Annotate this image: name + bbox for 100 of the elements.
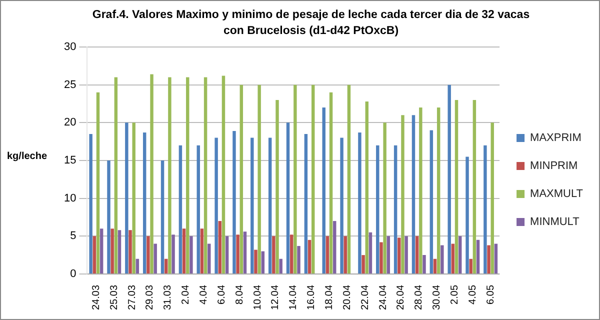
- bar: [484, 145, 487, 274]
- y-tick-label: 25: [64, 78, 76, 91]
- bar: [398, 238, 401, 274]
- x-tick-label: 16.04: [306, 284, 318, 310]
- x-tick-label: 24.03: [90, 284, 102, 310]
- bar: [142, 132, 146, 274]
- bar: [494, 244, 498, 274]
- bar: [222, 76, 226, 274]
- y-axis-title: kg/leche: [7, 151, 48, 162]
- bar: [308, 240, 312, 274]
- bar: [476, 240, 480, 274]
- bar: [276, 100, 279, 274]
- bar: [172, 234, 175, 274]
- bar: [250, 138, 254, 274]
- bar: [329, 92, 333, 274]
- bar: [401, 115, 404, 274]
- x-tick-label: 18.04: [324, 284, 335, 310]
- x-tick-label: 22.04: [360, 284, 371, 310]
- bar: [232, 130, 236, 274]
- bar: [440, 245, 444, 274]
- y-tick-label: 20: [64, 116, 76, 129]
- x-tick-label: 14.04: [288, 284, 300, 310]
- bar: [380, 242, 383, 274]
- chart-title: Graf.4. Valores Maximo y minimo de pesaje de leche cada tercer dia de 32 vacas con Brucelosis (d1-d42 PtOxcB): [91, 8, 531, 39]
- bar: [419, 108, 422, 274]
- bar: [333, 221, 336, 274]
- bar: [487, 245, 490, 274]
- bar: [415, 236, 419, 274]
- bar: [225, 236, 229, 274]
- bar: [422, 255, 426, 274]
- bar: [190, 236, 193, 274]
- bar: [261, 251, 265, 274]
- bar: [150, 74, 154, 274]
- bar: [204, 77, 208, 274]
- bar: [347, 84, 351, 274]
- bar: [160, 160, 164, 274]
- bar: [404, 236, 408, 274]
- x-tick-label: 4.05: [467, 284, 478, 304]
- x-tick-label: 25.03: [108, 284, 120, 310]
- bar: [451, 244, 455, 274]
- bar: [297, 246, 300, 274]
- bar: [114, 77, 118, 274]
- legend-label: MINPRIM: [530, 160, 578, 172]
- bar: [368, 232, 372, 274]
- bar: [128, 230, 132, 274]
- bar: [322, 108, 326, 274]
- bar: [365, 101, 368, 274]
- y-tick-label: 30: [64, 41, 76, 54]
- bar: [164, 258, 168, 274]
- x-tick-label: 24.04: [378, 284, 389, 310]
- bar: [294, 84, 297, 274]
- bar: [214, 138, 218, 274]
- bar: [92, 236, 96, 274]
- bar: [100, 228, 104, 274]
- bar: [236, 234, 240, 274]
- bar: [454, 100, 458, 274]
- bar: [182, 228, 186, 274]
- x-tick-label: 30.04: [432, 284, 443, 310]
- bar: [466, 156, 469, 274]
- bar: [272, 236, 276, 274]
- bar: [448, 84, 451, 274]
- x-tick-label: 12.04: [270, 284, 282, 310]
- y-tick-label: 10: [64, 192, 76, 204]
- bar: [383, 122, 386, 274]
- bar: [196, 145, 200, 274]
- bar: [107, 160, 110, 274]
- bar: [394, 145, 398, 274]
- legend-label: MAXMULT: [530, 188, 584, 200]
- x-tick-label: 10.04: [252, 284, 264, 310]
- bar: [472, 100, 476, 274]
- bar: [376, 145, 380, 274]
- bar: [286, 122, 290, 274]
- bar: [110, 228, 114, 274]
- bar: [340, 138, 344, 274]
- bar: [344, 236, 347, 274]
- bar: [186, 77, 190, 274]
- bar: [490, 122, 494, 274]
- bar: [218, 221, 222, 274]
- y-tick-label: 15: [64, 154, 76, 167]
- bar: [254, 250, 258, 274]
- x-tick-label: 6.05: [485, 284, 496, 304]
- x-tick-label: 2.04: [180, 284, 192, 304]
- bar: [96, 92, 100, 274]
- x-tick-label: 31.03: [162, 284, 174, 310]
- bar: [412, 115, 416, 274]
- x-tick-label: 20.04: [342, 284, 353, 310]
- x-tick-label: 8.04: [234, 284, 246, 304]
- bar: [258, 84, 261, 274]
- x-tick-label: 6.04: [216, 284, 228, 304]
- bar: [208, 244, 211, 274]
- bar: [358, 132, 362, 274]
- bar: [89, 134, 92, 274]
- bar: [430, 130, 434, 274]
- bar: [136, 258, 140, 274]
- bar: [458, 236, 462, 274]
- bar: [279, 258, 282, 274]
- bar: [118, 230, 122, 274]
- legend-label: MINMULT: [530, 216, 580, 228]
- bar: [125, 122, 128, 274]
- x-tick-label: 29.03: [144, 284, 156, 310]
